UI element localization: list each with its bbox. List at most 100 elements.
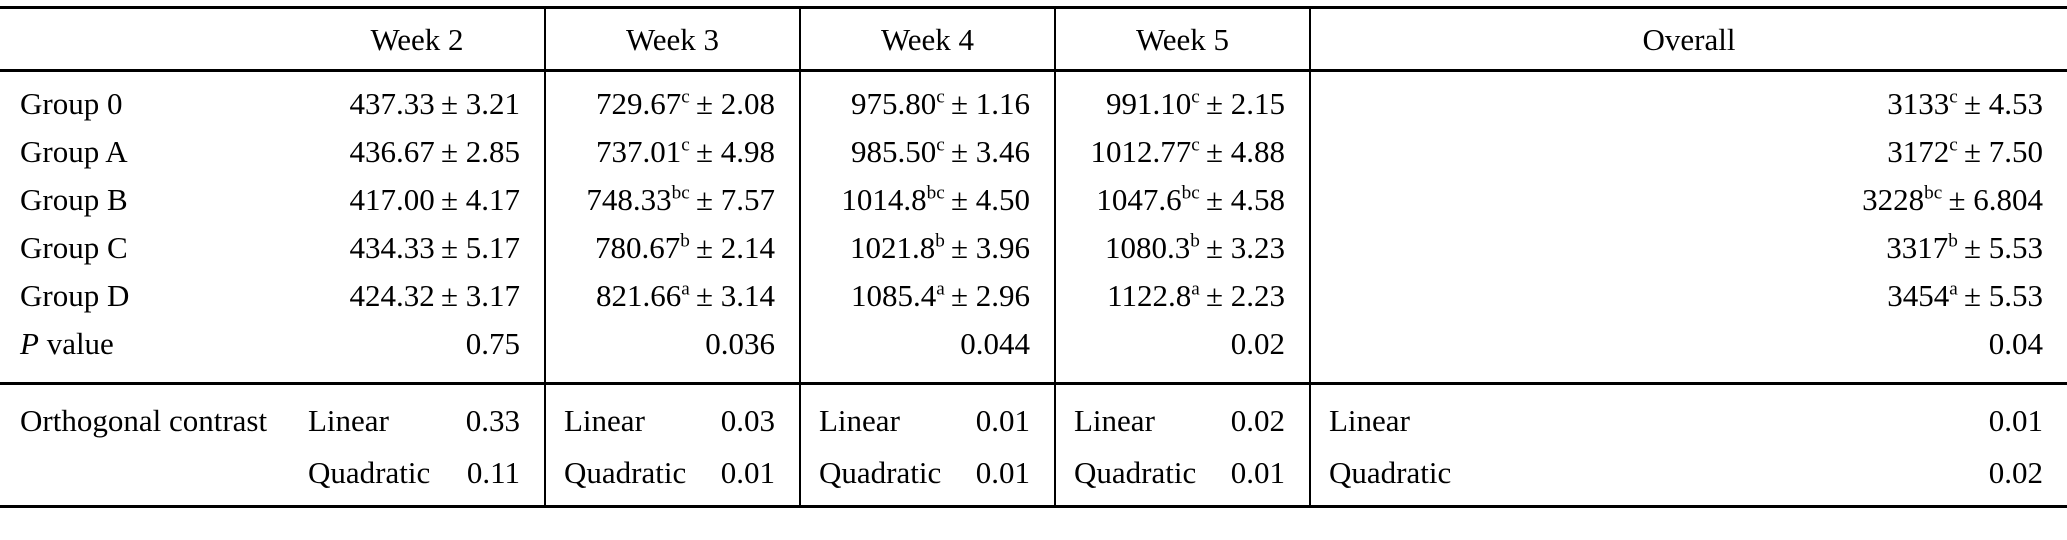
contrast-name: Quadratic xyxy=(819,455,942,490)
empty-header-cell xyxy=(0,7,290,72)
data-cell: 437.33 ± 3.21 xyxy=(290,71,545,129)
column-header-week5: Week 5 xyxy=(1054,7,1310,72)
data-cell: 991.10c ± 2.15 xyxy=(1054,70,1310,128)
cell-value: 1080.3 xyxy=(1104,230,1191,265)
cell-value: 436.67 xyxy=(349,134,435,169)
contrast-cell: Linear 0.01 xyxy=(799,382,1055,447)
cell-error: ± 2.23 xyxy=(1205,278,1285,313)
contrast-name: Linear xyxy=(819,403,900,438)
cell-error: ± 3.17 xyxy=(440,278,520,313)
superscript-annotation: c xyxy=(681,134,690,156)
superscript-annotation: c xyxy=(1949,134,1958,156)
cell-error: ± 4.58 xyxy=(1205,182,1285,217)
data-cell: 1047.6bc ± 4.58 xyxy=(1054,176,1310,224)
cell-error: ± 4.53 xyxy=(1963,86,2043,121)
contrast-value: 0.33 xyxy=(465,403,520,438)
pvalue-cell: 0.036 xyxy=(544,320,800,384)
contrast-empty-label xyxy=(0,447,290,507)
contrast-cell: Quadratic 0.02 xyxy=(1309,447,2067,507)
cell-error: ± 6.804 xyxy=(1948,182,2043,217)
data-cell: 748.33bc ± 7.57 xyxy=(544,176,800,224)
contrast-name: Quadratic xyxy=(564,455,687,490)
contrast-cell: Quadratic 0.11 xyxy=(290,447,545,507)
pvalue-cell: 0.02 xyxy=(1054,320,1310,384)
pvalue-label-rest: value xyxy=(38,326,114,361)
data-cell: 1085.4a ± 2.96 xyxy=(799,272,1055,320)
data-cell: 417.00 ± 4.17 xyxy=(290,176,545,224)
data-cell: 3133c ± 4.53 xyxy=(1309,70,2067,128)
superscript-annotation: a xyxy=(1191,278,1200,300)
contrast-name: Quadratic xyxy=(1074,455,1197,490)
cell-error: ± 5.53 xyxy=(1963,278,2043,313)
contrast-value: 0.02 xyxy=(1988,455,2043,490)
superscript-annotation: c xyxy=(936,134,945,156)
results-table: Week 2 Week 3 Week 4 Week 5 Overall Grou… xyxy=(0,6,2067,508)
superscript-annotation: c xyxy=(936,86,945,108)
contrast-value: 0.01 xyxy=(975,455,1030,490)
pvalue-italic-p: P xyxy=(20,326,39,361)
contrast-value: 0.02 xyxy=(1230,403,1285,438)
data-cell: 434.33 ± 5.17 xyxy=(290,224,545,272)
cell-value: 0.02 xyxy=(1230,326,1285,361)
cell-value: 780.67 xyxy=(594,230,681,265)
contrast-cell: Linear 0.33 xyxy=(290,382,545,447)
header-row: Week 2 Week 3 Week 4 Week 5 Overall xyxy=(0,7,2067,72)
contrast-section: Orthogonal contrast Linear 0.33 Linear 0.0… xyxy=(0,382,2067,507)
cell-value: 975.80 xyxy=(851,86,937,121)
superscript-annotation: bc xyxy=(1924,182,1943,204)
contrast-value: 0.01 xyxy=(975,403,1030,438)
cell-value: 821.66 xyxy=(596,278,682,313)
cell-error: ± 5.53 xyxy=(1963,230,2043,265)
table-row-contrast-quadratic: Quadratic 0.11 Quadratic 0.01 Quadratic 0.0… xyxy=(0,447,2067,507)
column-header-week3: Week 3 xyxy=(544,7,800,72)
cell-error: ± 4.50 xyxy=(950,182,1030,217)
row-label-pvalue: P value xyxy=(0,320,290,384)
contrast-value: 0.01 xyxy=(720,455,775,490)
cell-value: 3317 xyxy=(1886,230,1949,265)
pvalue-cell: 0.75 xyxy=(290,320,545,384)
cell-value: 0.04 xyxy=(1988,326,2043,361)
data-cell: 985.50c ± 3.46 xyxy=(799,128,1055,176)
superscript-annotation: c xyxy=(1191,134,1200,156)
cell-value: 1012.77 xyxy=(1090,134,1192,169)
contrast-cell: Linear 0.02 xyxy=(1054,382,1310,447)
data-cell: 821.66a ± 3.14 xyxy=(544,272,800,320)
data-cell: 424.32 ± 3.17 xyxy=(290,272,545,320)
cell-error: ± 5.17 xyxy=(440,230,520,265)
data-cell: 1021.8b ± 3.96 xyxy=(799,224,1055,272)
cell-value: 3228 xyxy=(1862,182,1925,217)
contrast-value: 0.03 xyxy=(720,403,775,438)
cell-error: ± 3.21 xyxy=(440,86,520,121)
cell-error: ± 2.08 xyxy=(695,86,775,121)
superscript-annotation: b xyxy=(1190,230,1200,252)
cell-error: ± 7.50 xyxy=(1963,134,2043,169)
cell-value: 737.01 xyxy=(596,134,682,169)
row-label: Group 0 xyxy=(20,86,123,121)
cell-value: 1047.6 xyxy=(1096,182,1182,217)
pvalue-cell: 0.044 xyxy=(799,320,1055,384)
cell-error: ± 4.98 xyxy=(695,134,775,169)
cell-error: ± 1.16 xyxy=(950,86,1030,121)
contrast-name: Linear xyxy=(1074,403,1155,438)
row-label: Group D xyxy=(20,278,130,313)
contrast-name: Linear xyxy=(1329,403,1410,438)
contrast-cell: Quadratic 0.01 xyxy=(1054,447,1310,507)
data-cell: 1080.3b ± 3.23 xyxy=(1054,224,1310,272)
cell-value: 991.10 xyxy=(1106,86,1192,121)
data-cell: 1122.8a ± 2.23 xyxy=(1054,272,1310,320)
cell-error: ± 7.57 xyxy=(695,182,775,217)
column-header-week2: Week 2 xyxy=(290,7,545,72)
superscript-annotation: bc xyxy=(1181,182,1200,204)
contrast-name: Quadratic xyxy=(308,455,431,490)
contrast-value: 0.01 xyxy=(1988,403,2043,438)
contrast-value: 0.11 xyxy=(466,455,520,490)
table-row-groupC: Group C 434.33 ± 5.17 780.67b ± 2.14 1021.… xyxy=(0,224,2067,272)
superscript-annotation: a xyxy=(681,278,690,300)
cell-value: 0.044 xyxy=(960,326,1030,361)
superscript-annotation: b xyxy=(935,230,945,252)
row-label: Group C xyxy=(20,230,128,265)
data-cell: 436.67 ± 2.85 xyxy=(290,128,545,176)
cell-value: 1122.8 xyxy=(1107,278,1192,313)
cell-value: 748.33 xyxy=(586,182,672,217)
data-cell: 3454a ± 5.53 xyxy=(1309,272,2067,320)
